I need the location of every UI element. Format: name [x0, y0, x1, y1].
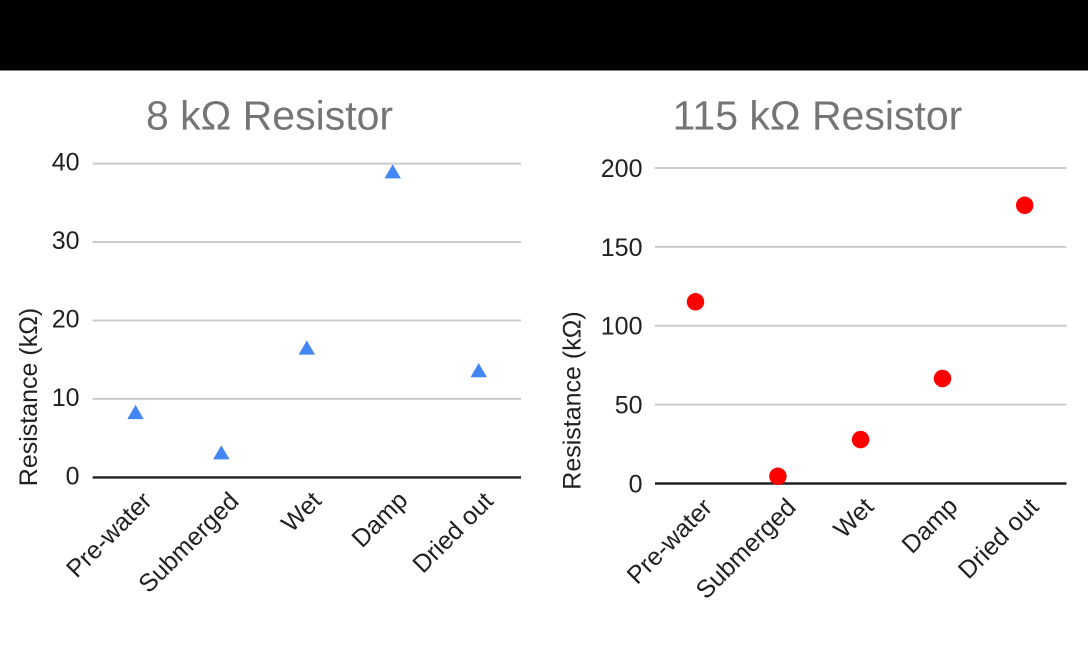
svg-text:200: 200 — [601, 155, 643, 183]
svg-text:40: 40 — [52, 149, 80, 177]
svg-text:50: 50 — [615, 392, 643, 420]
svg-text:10: 10 — [52, 384, 80, 412]
svg-text:0: 0 — [66, 462, 80, 490]
svg-text:Resistance (kΩ): Resistance (kΩ) — [15, 308, 43, 486]
svg-text:100: 100 — [601, 313, 643, 341]
svg-text:115 kΩ Resistor: 115 kΩ Resistor — [673, 93, 963, 139]
svg-text:20: 20 — [52, 306, 80, 334]
svg-text:150: 150 — [601, 234, 643, 262]
svg-text:Resistance (kΩ): Resistance (kΩ) — [559, 311, 587, 489]
svg-text:0: 0 — [629, 470, 643, 498]
svg-text:30: 30 — [52, 227, 80, 255]
svg-text:8 kΩ Resistor: 8 kΩ Resistor — [146, 93, 393, 139]
